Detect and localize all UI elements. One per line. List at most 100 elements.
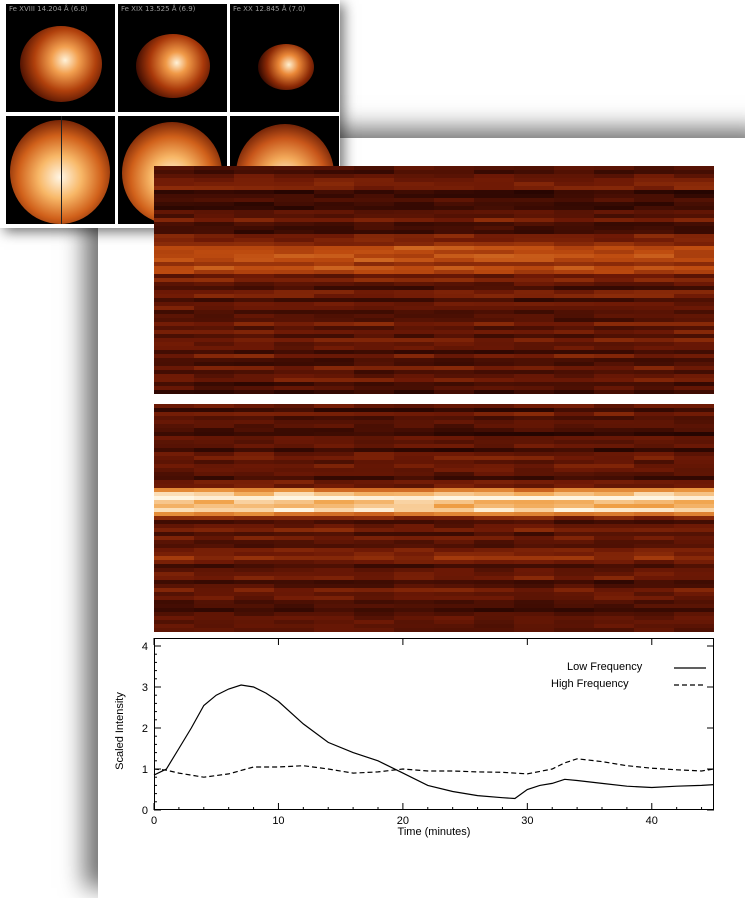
- heatmap-cell: [514, 242, 555, 247]
- heatmap-cell: [154, 318, 195, 323]
- heatmap-cell: [274, 230, 315, 235]
- heatmap-cell: [194, 214, 235, 219]
- heatmap-cell: [674, 210, 715, 215]
- heatmap-cell: [594, 460, 635, 465]
- heatmap-cell: [554, 408, 595, 413]
- heatmap-cell: [594, 472, 635, 477]
- heatmap-cell: [434, 576, 475, 581]
- heatmap-cell: [314, 278, 355, 283]
- heatmap-cell: [234, 592, 275, 597]
- heatmap-cell: [554, 170, 595, 175]
- heatmap-cell: [154, 350, 195, 355]
- heatmap-cell: [474, 302, 515, 307]
- heatmap-cell: [434, 540, 475, 545]
- heatmap-cell: [314, 266, 355, 271]
- heatmap-cell: [354, 190, 395, 195]
- heatmap-cell: [434, 178, 475, 183]
- heatmap-cell: [354, 408, 395, 413]
- heatmap-cell: [314, 448, 355, 453]
- heatmap-cell: [274, 472, 315, 477]
- thumbnail-label-fe-xx: Fe XX 12.845 Å (7.0): [233, 5, 306, 13]
- heatmap-cell: [634, 588, 675, 593]
- thumbnail-label-fe-xix: Fe XIX 13.525 Å (6.9): [121, 5, 196, 13]
- heatmap-cell: [434, 624, 475, 629]
- heatmap-cell: [234, 584, 275, 589]
- heatmap-cell: [274, 464, 315, 469]
- heatmap-cell: [594, 616, 635, 621]
- heatmap-cell: [394, 540, 435, 545]
- heatmap-cell: [394, 242, 435, 247]
- heatmap-cell: [394, 218, 435, 223]
- heatmap-cell: [274, 350, 315, 355]
- heatmap-cell: [674, 592, 715, 597]
- heatmap-cell: [354, 536, 395, 541]
- heatmap-cell: [634, 536, 675, 541]
- heatmap-cell: [314, 282, 355, 287]
- heatmap-cell: [594, 390, 635, 395]
- heatmap-cell: [674, 254, 715, 259]
- y-tick-label: 1: [142, 764, 148, 776]
- heatmap-cell: [514, 460, 555, 465]
- heatmap-cell: [514, 608, 555, 613]
- heatmap-cell: [274, 548, 315, 553]
- heatmap-cell: [674, 464, 715, 469]
- heatmap-cell: [154, 460, 195, 465]
- heatmap-cell: [474, 492, 515, 497]
- heatmap-cell: [394, 580, 435, 585]
- heatmap-cell: [234, 286, 275, 291]
- heatmap-cell: [554, 564, 595, 569]
- heatmap-cell: [434, 404, 475, 409]
- heatmap-cell: [154, 628, 195, 633]
- heatmap-cell: [634, 628, 675, 633]
- heatmap-cell: [274, 436, 315, 441]
- heatmap-cell: [394, 440, 435, 445]
- heatmap-cell: [154, 190, 195, 195]
- heatmap-cell: [394, 452, 435, 457]
- heatmap-cell: [434, 464, 475, 469]
- heatmap-cell: [394, 592, 435, 597]
- heatmap-cell: [554, 416, 595, 421]
- heatmap-cell: [474, 174, 515, 179]
- heatmap-cell: [354, 440, 395, 445]
- heatmap-cell: [474, 472, 515, 477]
- thumbnail-fe-xix-top: Fe XIX 13.525 Å (6.9): [118, 4, 227, 112]
- heatmap-cell: [154, 476, 195, 481]
- heatmap-cell: [154, 302, 195, 307]
- heatmap-cell: [194, 358, 235, 363]
- heatmap-cell: [354, 516, 395, 521]
- heatmap-cell: [554, 504, 595, 509]
- heatmap-cell: [434, 258, 475, 263]
- heatmap-cell: [434, 536, 475, 541]
- heatmap-cell: [314, 516, 355, 521]
- heatmap-cell: [314, 218, 355, 223]
- heatmap-cell: [234, 408, 275, 413]
- heatmap-cell: [474, 528, 515, 533]
- heatmap-cell: [514, 306, 555, 311]
- heatmap-cell: [634, 206, 675, 211]
- heatmap-cell: [594, 358, 635, 363]
- heatmap-cell: [514, 178, 555, 183]
- heatmap-cell: [674, 322, 715, 327]
- heatmap-cell: [194, 468, 235, 473]
- heatmap-cell: [634, 390, 675, 395]
- heatmap-cell: [274, 286, 315, 291]
- heatmap-cell: [594, 238, 635, 243]
- heatmap-cell: [194, 592, 235, 597]
- heatmap-cell: [514, 198, 555, 203]
- heatmap-cell: [554, 484, 595, 489]
- heatmap-cell: [474, 524, 515, 529]
- heatmap-cell: [234, 568, 275, 573]
- heatmap-cell: [514, 596, 555, 601]
- heatmap-cell: [354, 390, 395, 395]
- heatmap-cell: [194, 350, 235, 355]
- heatmap-cell: [234, 404, 275, 409]
- heatmap-cell: [634, 432, 675, 437]
- heatmap-cell: [674, 370, 715, 375]
- heatmap-cell: [154, 416, 195, 421]
- heatmap-cell: [354, 298, 395, 303]
- heatmap-cell: [354, 404, 395, 409]
- heatmap-cell: [314, 452, 355, 457]
- heatmap-cell: [514, 496, 555, 501]
- heatmap-cell: [594, 194, 635, 199]
- heatmap-cell: [554, 488, 595, 493]
